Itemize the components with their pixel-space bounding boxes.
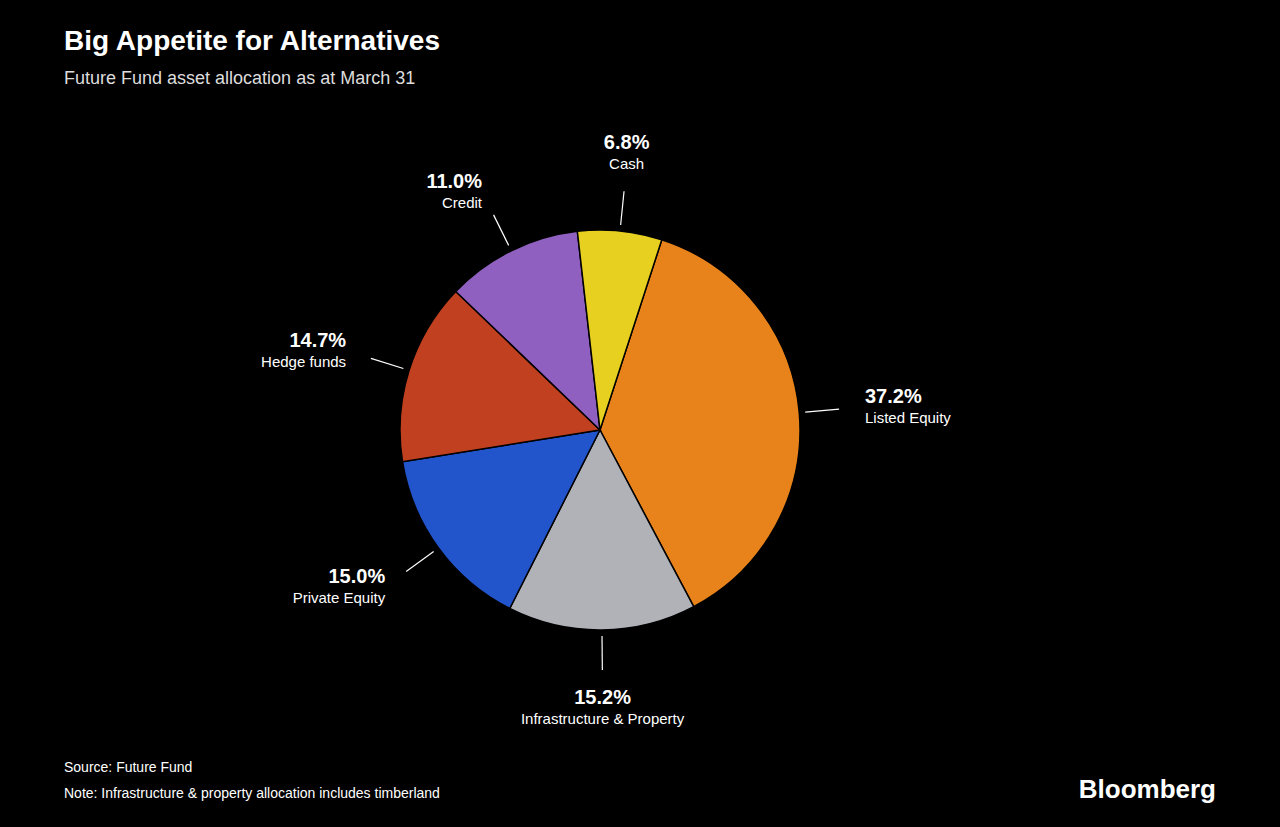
slices <box>400 230 800 630</box>
slice-category-label: Credit <box>442 194 483 211</box>
slice-category-label: Cash <box>609 155 644 172</box>
leader-line <box>601 636 603 670</box>
footnote: Note: Infrastructure & property allocati… <box>64 785 440 801</box>
chart-container: Big Appetite for Alternatives Future Fund… <box>0 0 1280 827</box>
subtitle: Future Fund asset allocation as at March… <box>64 68 415 88</box>
slice-category-label: Infrastructure & Property <box>521 710 685 727</box>
leader-line <box>406 552 433 572</box>
pie-slice <box>456 231 600 430</box>
slice-labels: 37.2% Listed Equity 15.2% Infrastructure & … <box>261 131 951 727</box>
leader-line <box>621 191 624 225</box>
slice-value-label: 11.0% <box>426 170 482 192</box>
leader-line <box>371 358 403 368</box>
brand: Bloomberg <box>1079 774 1216 804</box>
slice-category-label: Private Equity <box>293 589 386 606</box>
pie-slice <box>577 230 661 430</box>
slice-value-label: 15.0% <box>328 565 385 587</box>
slice-value-label: 15.2% <box>574 686 631 708</box>
page: {"chart_data": {"type": "pie", "title": … <box>0 0 1280 827</box>
chart-svg: Big Appetite for Alternatives Future Fund… <box>0 0 1280 827</box>
title: Big Appetite for Alternatives <box>64 25 440 56</box>
slice-value-label: 14.7% <box>289 329 346 351</box>
slice-value-label: 37.2% <box>865 385 922 407</box>
slice-category-label: Hedge funds <box>261 353 346 370</box>
slice-value-label: 6.8% <box>604 131 650 153</box>
slice-category-label: Listed Equity <box>865 409 951 426</box>
background <box>0 0 1280 827</box>
source-note: Source: Future Fund <box>64 759 192 775</box>
leader-line <box>805 409 839 412</box>
leader-line <box>494 215 509 245</box>
